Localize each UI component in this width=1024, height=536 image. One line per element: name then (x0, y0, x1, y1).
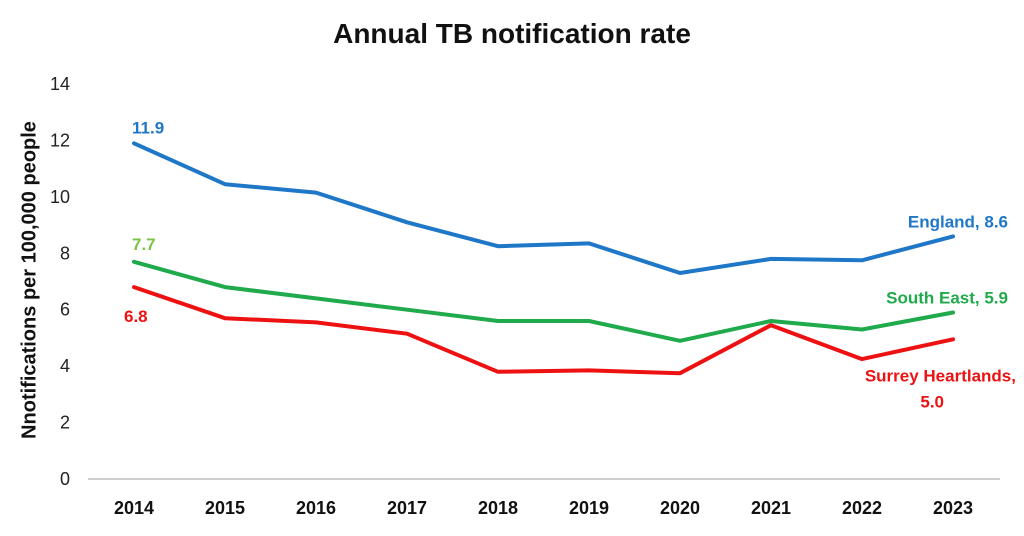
x-tick-label: 2016 (296, 498, 336, 518)
x-tick-label: 2019 (569, 498, 609, 518)
x-tick-label: 2021 (751, 498, 791, 518)
x-tick-label: 2020 (660, 498, 700, 518)
data-label-start: 11.9 (132, 118, 164, 137)
y-tick-label: 0 (60, 469, 70, 489)
data-label-start: 6.8 (124, 307, 148, 326)
series-line-surrey-heartlands (132, 285, 955, 376)
y-tick-label: 12 (50, 130, 70, 150)
data-label-end: South East, 5.9 (886, 289, 1008, 308)
y-tick-label: 6 (60, 300, 70, 320)
y-tick-label: 2 (60, 413, 70, 433)
chart-title: Annual TB notification rate (333, 18, 691, 49)
x-tick-label: 2014 (114, 498, 154, 518)
data-label-end: 5.0 (920, 392, 944, 411)
x-tick-label: 2018 (478, 498, 518, 518)
series-line-england (132, 141, 955, 275)
series-line-south-east (132, 259, 955, 343)
data-label-end: England, 8.6 (908, 212, 1008, 231)
x-tick-label: 2015 (205, 498, 245, 518)
x-tick-label: 2023 (933, 498, 973, 518)
x-tick-label: 2017 (387, 498, 427, 518)
x-tick-label: 2022 (842, 498, 882, 518)
y-tick-label: 8 (60, 243, 70, 263)
y-tick-label: 4 (60, 356, 70, 376)
y-tick-label: 14 (50, 74, 70, 94)
y-tick-label: 10 (50, 187, 70, 207)
data-label-end: Surrey Heartlands, (865, 366, 1016, 385)
data-label-start: 7.7 (132, 235, 156, 254)
